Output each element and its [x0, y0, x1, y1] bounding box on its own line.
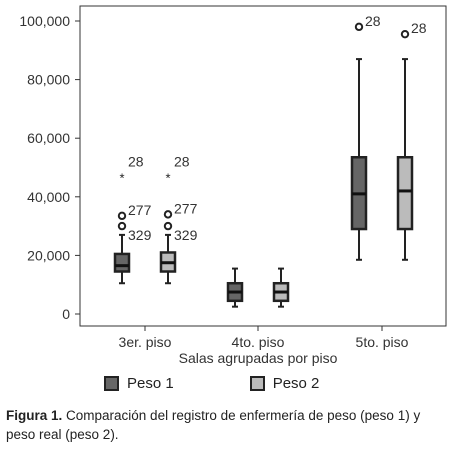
plot-border	[79, 5, 447, 327]
x-axis: 3er. piso 4to. piso 5to. piso	[119, 326, 409, 350]
x-tick-label: 4to. piso	[232, 334, 285, 350]
outlier-label: 28	[128, 153, 144, 169]
outlier-circle	[117, 211, 127, 221]
y-tick-label: 100,000	[19, 13, 70, 29]
legend-swatch-peso-1	[104, 375, 119, 391]
outlier-circle	[163, 221, 173, 231]
outlier-circle	[117, 221, 127, 231]
boxplot-chart: 0 20,000 40,000 60,000 80,000 100,000 * 28 277 3…	[19, 5, 447, 366]
caption-label: Figura 1.	[6, 408, 63, 423]
outlier-circle	[354, 22, 364, 32]
x-tick-label: 3er. piso	[119, 334, 172, 350]
outlier-circle	[163, 210, 173, 219]
legend-swatch-peso-2	[249, 375, 265, 391]
x-tick-label: 5to. piso	[356, 334, 409, 350]
outlier-circle	[400, 29, 410, 39]
outlier-label: 277	[174, 200, 198, 216]
x-axis-title: Salas agrupadas por piso	[179, 350, 338, 366]
legend-label-peso-2: Peso 2	[272, 374, 320, 392]
legend-item-peso-2: Peso 2	[249, 374, 320, 392]
outlier-label: 329	[174, 227, 198, 243]
figure-caption: Figura 1. Comparación del registro de en…	[6, 406, 450, 444]
y-tick-label: 20,000	[27, 247, 70, 263]
y-tick-label: 80,000	[27, 72, 70, 88]
legend-item-peso-1: Peso 1	[104, 375, 174, 392]
outlier-star: *	[119, 170, 124, 185]
y-tick-label: 40,000	[27, 189, 70, 205]
box-group: * 28 277 329 28 * 28 277 329 28	[113, 13, 427, 308]
caption-text: Comparación del registro de enfermería d…	[6, 408, 421, 442]
outlier-label: 28	[174, 153, 190, 169]
legend-label-peso-1: Peso 1	[127, 374, 174, 392]
box-iqr	[113, 252, 131, 273]
outlier-label: 329	[128, 227, 152, 243]
box-iqr	[396, 155, 414, 231]
y-tick-label: 60,000	[27, 130, 70, 146]
outlier-label: 28	[411, 20, 427, 36]
outlier-label: 28	[365, 13, 381, 29]
legend: Peso 1 Peso 2	[104, 372, 395, 394]
y-axis: 0 20,000 40,000 60,000 80,000 100,000	[19, 13, 80, 322]
outlier-star: *	[165, 170, 170, 185]
outlier-label: 277	[128, 202, 152, 218]
y-tick-label: 0	[62, 306, 70, 322]
plot-frame	[79, 5, 447, 327]
